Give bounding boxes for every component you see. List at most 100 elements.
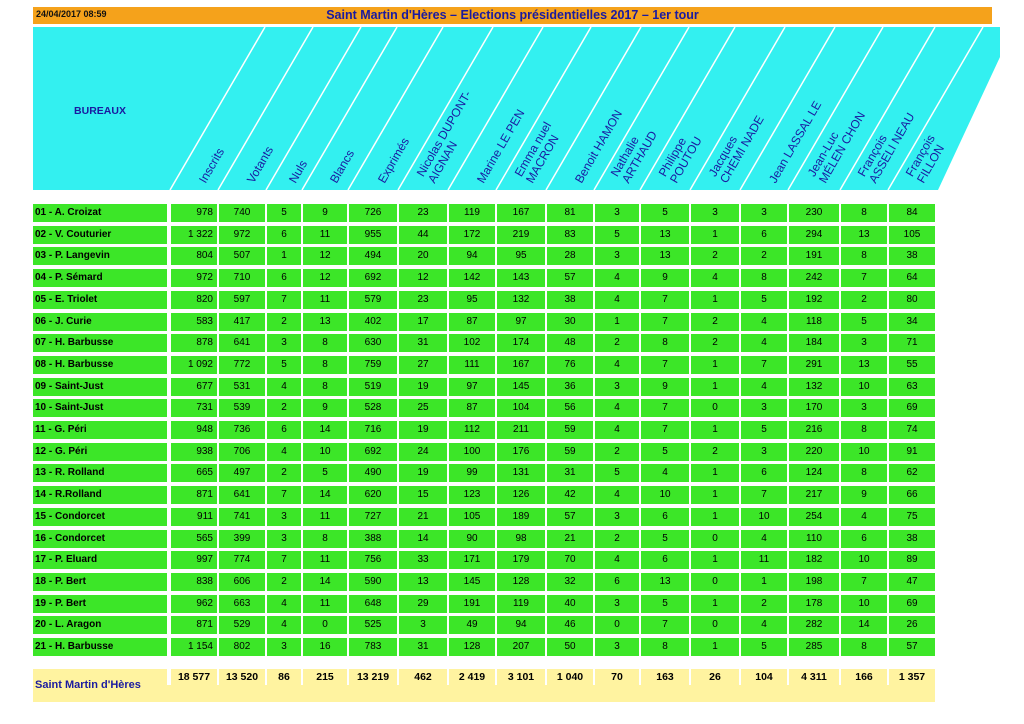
- table-cell: 91: [889, 443, 935, 461]
- table-cell: 2: [691, 313, 739, 331]
- table-cell: 44: [399, 226, 447, 244]
- table-cell: 6: [841, 530, 887, 548]
- table-cell: 5: [641, 443, 689, 461]
- table-cell: 2: [267, 464, 301, 482]
- header-divider: [169, 26, 266, 191]
- table-cell: 7: [741, 356, 787, 374]
- table-cell: 10: [841, 378, 887, 396]
- table-cell: 726: [349, 204, 397, 222]
- table-cell: 8: [641, 638, 689, 656]
- table-cell: 0: [691, 530, 739, 548]
- table-cell: 1: [691, 356, 739, 374]
- table-cell: 8: [741, 269, 787, 287]
- table-cell: 176: [497, 443, 545, 461]
- table-cell: 57: [889, 638, 935, 656]
- table-cell: 24: [399, 443, 447, 461]
- table-cell: 9: [641, 378, 689, 396]
- table-cell: 2: [595, 530, 639, 548]
- table-cell: 597: [219, 291, 265, 309]
- total-cell: 13 520: [219, 669, 265, 685]
- table-cell: 1: [691, 638, 739, 656]
- table-cell: 14: [303, 421, 347, 439]
- table-cell: 94: [449, 247, 495, 265]
- table-cell: 254: [789, 508, 839, 526]
- table-cell: 42: [547, 486, 593, 504]
- table-cell: 102: [449, 334, 495, 352]
- table-cell: 12: [399, 269, 447, 287]
- bureau-name: 17 - P. Eluard: [33, 551, 167, 569]
- table-cell: 7: [641, 421, 689, 439]
- table-cell: 7: [741, 486, 787, 504]
- bureau-name: 03 - P. Langevin: [33, 247, 167, 265]
- table-cell: 2: [595, 334, 639, 352]
- table-cell: 94: [497, 616, 545, 634]
- table-cell: 3: [741, 204, 787, 222]
- table-cell: 182: [789, 551, 839, 569]
- bureau-name: 08 - H. Barbusse: [33, 356, 167, 374]
- table-cell: 59: [547, 443, 593, 461]
- table-cell: 772: [219, 356, 265, 374]
- header-divider: [639, 26, 736, 191]
- bureaux-header: BUREAUX: [74, 105, 126, 117]
- table-cell: 962: [171, 595, 217, 613]
- table-cell: 170: [789, 399, 839, 417]
- table-cell: 57: [547, 508, 593, 526]
- table-cell: 50: [547, 638, 593, 656]
- table-cell: 74: [889, 421, 935, 439]
- bureau-name: 18 - P. Bert: [33, 573, 167, 591]
- table-cell: 3: [595, 378, 639, 396]
- table-cell: 5: [841, 313, 887, 331]
- table-cell: 590: [349, 573, 397, 591]
- table-cell: 5: [641, 595, 689, 613]
- table-cell: 10: [841, 551, 887, 569]
- table-cell: 179: [497, 551, 545, 569]
- table-cell: 64: [889, 269, 935, 287]
- table-cell: 100: [449, 443, 495, 461]
- table-cell: 2: [691, 334, 739, 352]
- table-cell: 21: [399, 508, 447, 526]
- table-cell: 6: [595, 573, 639, 591]
- table-cell: 7: [641, 399, 689, 417]
- table-cell: 10: [641, 486, 689, 504]
- table-cell: 13: [641, 247, 689, 265]
- table-cell: 5: [595, 226, 639, 244]
- table-cell: 83: [547, 226, 593, 244]
- total-cell: 215: [303, 669, 347, 685]
- table-cell: 84: [889, 204, 935, 222]
- table-cell: 3: [691, 204, 739, 222]
- table-cell: 10: [741, 508, 787, 526]
- table-cell: 8: [303, 530, 347, 548]
- table-cell: 507: [219, 247, 265, 265]
- table-cell: 528: [349, 399, 397, 417]
- table-cell: 1: [691, 595, 739, 613]
- table-cell: 76: [547, 356, 593, 374]
- bureau-name: 05 - E. Triolet: [33, 291, 167, 309]
- bureau-name: 19 - P. Bert: [33, 595, 167, 613]
- table-cell: 31: [399, 638, 447, 656]
- table-cell: 3: [595, 204, 639, 222]
- table-cell: 16: [303, 638, 347, 656]
- header-background: [33, 27, 1000, 190]
- table-cell: 1: [741, 573, 787, 591]
- table-cell: 740: [219, 204, 265, 222]
- bureau-name: 01 - A. Croizat: [33, 204, 167, 222]
- table-cell: 167: [497, 204, 545, 222]
- table-cell: 9: [303, 399, 347, 417]
- table-cell: 3: [841, 334, 887, 352]
- table-cell: 5: [641, 204, 689, 222]
- table-cell: 6: [267, 226, 301, 244]
- table-cell: 36: [547, 378, 593, 396]
- table-cell: 171: [449, 551, 495, 569]
- table-cell: 20: [399, 247, 447, 265]
- bureau-name: 07 - H. Barbusse: [33, 334, 167, 352]
- table-cell: 105: [449, 508, 495, 526]
- table-cell: 7: [641, 356, 689, 374]
- header-divider: [787, 26, 884, 191]
- header-divider: [301, 26, 398, 191]
- table-cell: 14: [841, 616, 887, 634]
- table-cell: 871: [171, 616, 217, 634]
- table-cell: 878: [171, 334, 217, 352]
- table-cell: 741: [219, 508, 265, 526]
- table-cell: 95: [449, 291, 495, 309]
